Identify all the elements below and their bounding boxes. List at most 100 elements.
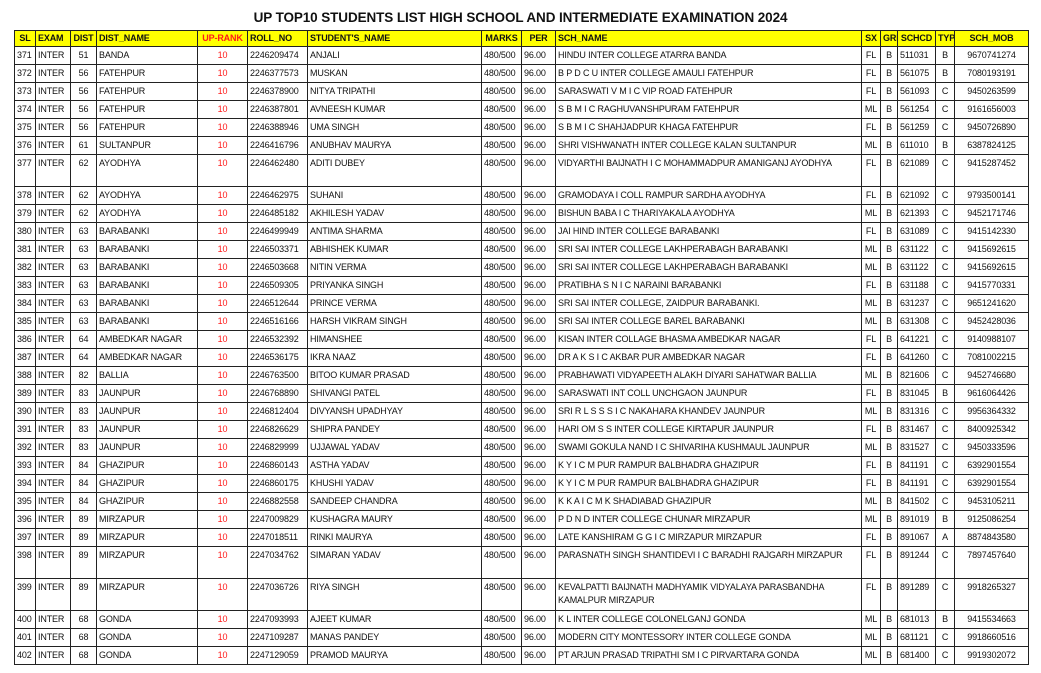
cell-marks: 480/500	[481, 330, 522, 349]
cell-student-name: AJEET KUMAR	[307, 610, 482, 629]
cell-sch-name: P D N D INTER COLLEGE CHUNAR MIRZAPUR	[555, 510, 862, 529]
cell-grp: B	[880, 136, 898, 155]
cell-sx: ML	[861, 294, 881, 313]
cell-exam: INTER	[35, 492, 71, 511]
cell-dist: 61	[70, 136, 97, 155]
cell-dist: 56	[70, 64, 97, 83]
cell-exam: INTER	[35, 118, 71, 137]
cell-marks: 480/500	[481, 64, 522, 83]
cell-typ: B	[935, 136, 955, 155]
cell-student-name: ANUBHAV MAURYA	[307, 136, 482, 155]
cell-per: 96.00	[521, 366, 556, 385]
cell-exam: INTER	[35, 628, 71, 647]
cell-sch-mob: 9415287452	[954, 154, 1029, 187]
table-row: 394 INTER 84 GHAZIPUR 10 2246860175 KHUSHI YAD…	[14, 474, 1029, 493]
cell-grp: B	[880, 456, 898, 475]
cell-typ: C	[935, 578, 955, 611]
cell-student-name: RINKI MAURYA	[307, 528, 482, 547]
cell-sch-mob: 9450726890	[954, 118, 1029, 137]
cell-dist: 63	[70, 312, 97, 331]
cell-roll-no: 2246860175	[247, 474, 308, 493]
cell-sch-name: K Y I C M PUR RAMPUR BALBHADRA GHAZIPUR	[555, 456, 862, 475]
cell-sl: 386	[14, 330, 36, 349]
cell-sl: 387	[14, 348, 36, 367]
cell-sl: 381	[14, 240, 36, 259]
cell-typ: B	[935, 384, 955, 403]
cell-typ: C	[935, 118, 955, 137]
table-row: 402 INTER 68 GONDA 10 2247129059 PRAMOD MAURYA…	[14, 646, 1029, 665]
cell-sx: ML	[861, 136, 881, 155]
cell-schcd: 621089	[897, 154, 936, 187]
cell-sch-name: DR A K S I C AKBAR PUR AMBEDKAR NAGAR	[555, 348, 862, 367]
cell-grp: B	[880, 366, 898, 385]
cell-student-name: ASTHA YADAV	[307, 456, 482, 475]
column-header-dist: DIST	[70, 30, 97, 47]
cell-student-name: HIMANSHEE	[307, 330, 482, 349]
cell-per: 96.00	[521, 204, 556, 223]
cell-dist-name: AYODHYA	[96, 204, 198, 223]
cell-sx: ML	[861, 646, 881, 665]
cell-per: 96.00	[521, 154, 556, 187]
cell-typ: C	[935, 258, 955, 277]
cell-sl: 379	[14, 204, 36, 223]
cell-sch-mob: 9450333596	[954, 438, 1029, 457]
cell-dist-name: BARABANKI	[96, 312, 198, 331]
cell-student-name: AVNEESH KUMAR	[307, 100, 482, 119]
cell-sx: FL	[861, 330, 881, 349]
cell-marks: 480/500	[481, 528, 522, 547]
cell-dist: 84	[70, 492, 97, 511]
cell-student-name: KHUSHI YADAV	[307, 474, 482, 493]
cell-schcd: 681013	[897, 610, 936, 629]
cell-per: 96.00	[521, 628, 556, 647]
table-row: 375 INTER 56 FATEHPUR 10 2246388946 UMA SINGH 4…	[14, 118, 1029, 137]
cell-sx: ML	[861, 610, 881, 629]
column-header-up-rank: UP-RANK	[197, 30, 248, 47]
cell-schcd: 641260	[897, 348, 936, 367]
cell-sch-mob: 9415534663	[954, 610, 1029, 629]
cell-grp: B	[880, 546, 898, 579]
cell-dist: 82	[70, 366, 97, 385]
cell-dist: 84	[70, 474, 97, 493]
table-row: 396 INTER 89 MIRZAPUR 10 2247009829 KUSHAGRA M…	[14, 510, 1029, 529]
cell-sx: FL	[861, 118, 881, 137]
cell-up-rank: 10	[197, 610, 248, 629]
cell-sch-name: SRI R L S S S I C NAKAHARA KHANDEV JAUNP…	[555, 402, 862, 421]
cell-sch-name: HARI OM S S INTER COLLEGE KIRTAPUR JAUNP…	[555, 420, 862, 439]
column-header-grp: GRP	[880, 30, 898, 47]
cell-marks: 480/500	[481, 438, 522, 457]
cell-per: 96.00	[521, 312, 556, 331]
cell-dist-name: SULTANPUR	[96, 136, 198, 155]
cell-typ: C	[935, 438, 955, 457]
cell-typ: C	[935, 276, 955, 295]
cell-dist-name: BANDA	[96, 46, 198, 65]
cell-roll-no: 2247109287	[247, 628, 308, 647]
cell-schcd: 561259	[897, 118, 936, 137]
table-row: 398 INTER 89 MIRZAPUR 10 2247034762 SIMARAN YA…	[14, 546, 1029, 579]
cell-roll-no: 2246416796	[247, 136, 308, 155]
cell-up-rank: 10	[197, 348, 248, 367]
cell-grp: B	[880, 474, 898, 493]
cell-sch-mob: 7897457640	[954, 546, 1029, 579]
cell-dist: 68	[70, 628, 97, 647]
table-row: 374 INTER 56 FATEHPUR 10 2246387801 AVNEESH KU…	[14, 100, 1029, 119]
cell-dist: 83	[70, 402, 97, 421]
cell-roll-no: 2247093993	[247, 610, 308, 629]
column-header-sch-name: SCH_NAME	[555, 30, 862, 47]
cell-schcd: 841191	[897, 456, 936, 475]
cell-marks: 480/500	[481, 204, 522, 223]
table-row: 387 INTER 64 AMBEDKAR NAGAR 10 2246536175 IKRA…	[14, 348, 1029, 367]
cell-exam: INTER	[35, 82, 71, 101]
cell-sch-name: SRI SAI INTER COLLEGE LAKHPERABAGH BARAB…	[555, 240, 862, 259]
cell-sch-mob: 7081002215	[954, 348, 1029, 367]
cell-roll-no: 2247036726	[247, 578, 308, 611]
cell-marks: 480/500	[481, 154, 522, 187]
cell-sch-name: KISAN INTER COLLAGE BHASMA AMBEDKAR NAGA…	[555, 330, 862, 349]
cell-dist-name: AMBEDKAR NAGAR	[96, 348, 198, 367]
cell-student-name: NITIN VERMA	[307, 258, 482, 277]
table-row: 393 INTER 84 GHAZIPUR 10 2246860143 ASTHA YADA…	[14, 456, 1029, 475]
cell-roll-no: 2246509305	[247, 276, 308, 295]
cell-schcd: 631308	[897, 312, 936, 331]
cell-dist: 63	[70, 240, 97, 259]
cell-dist: 89	[70, 528, 97, 547]
table-row: 385 INTER 63 BARABANKI 10 2246516166 HARSH VIK…	[14, 312, 1029, 331]
